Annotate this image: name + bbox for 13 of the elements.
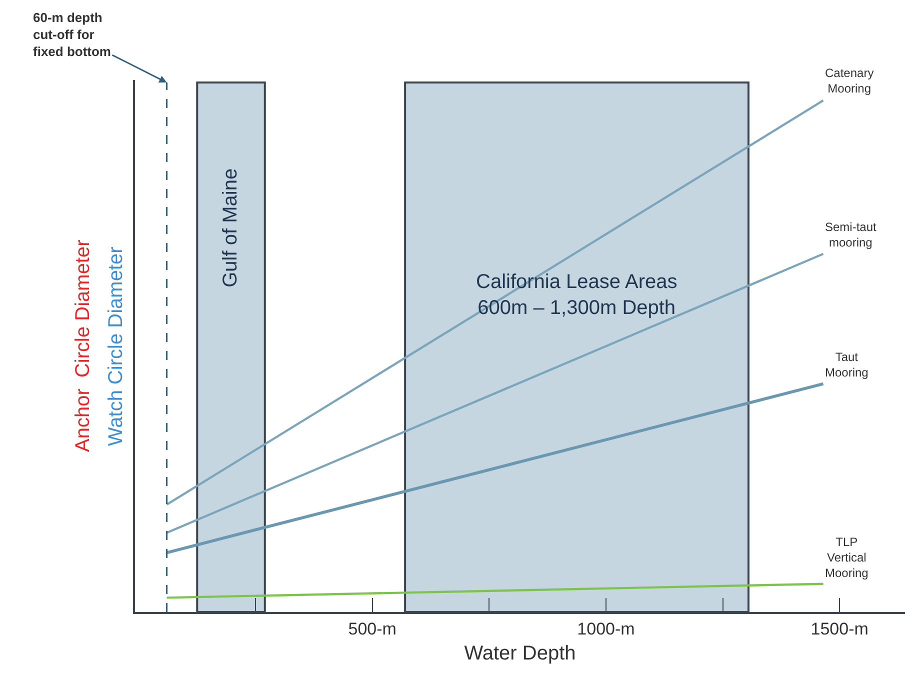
- x-tick-label: 500-m: [348, 619, 396, 638]
- series-label: Catenary Mooring: [825, 66, 874, 96]
- series-label: TLP Vertical Mooring: [825, 535, 868, 580]
- series-label: Semi-taut mooring: [825, 220, 878, 250]
- x-tick-label: 1000-m: [577, 619, 635, 638]
- band-label: California Lease Areas 600m – 1,300m Depth: [476, 271, 678, 319]
- x-tick-label: 1500-m: [810, 619, 868, 638]
- ref-line-label: 60-m depth cut-off for fixed bottom: [33, 10, 111, 59]
- band-label: Gulf of Maine: [220, 168, 242, 288]
- text: Watch Circle Diameter: [105, 246, 127, 446]
- x-axis-title: Water Depth: [464, 642, 576, 664]
- y-axis-title: Anchor Circle Diameter: [72, 239, 94, 452]
- series-label: Taut Mooring: [825, 350, 868, 380]
